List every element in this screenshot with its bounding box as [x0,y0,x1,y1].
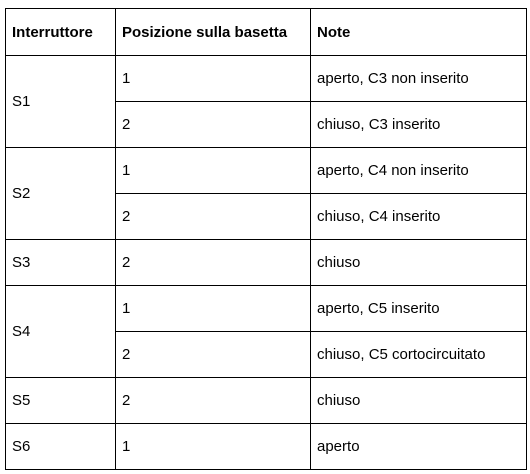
table-row: S1 1 aperto, C3 non inserito [5,55,527,148]
switch-cell: S6 [5,423,116,470]
position-cell: 1 [115,55,311,102]
position-cell: 2 [115,239,311,286]
position-cell: 1 [115,285,311,332]
switch-cell: S1 [5,55,116,148]
table-row: 2 chiuso, C5 cortocircuitato [6,331,527,378]
table-row: S3 2 chiuso [5,239,527,286]
switch-position-table: Interruttore Posizione sulla basetta Not… [5,8,527,470]
note-cell: chiuso [310,377,527,424]
switch-cell: S2 [5,147,116,240]
header-position: Posizione sulla basetta [115,8,311,56]
note-cell: aperto, C5 inserito [310,285,527,332]
position-cell: 1 [115,147,311,194]
position-cell: 2 [115,331,311,378]
table-row: S6 1 aperto [5,423,527,470]
header-switch: Interruttore [5,8,116,56]
note-cell: aperto, C4 non inserito [310,147,527,194]
note-cell: aperto [310,423,527,470]
note-cell: aperto, C3 non inserito [310,55,527,102]
switch-cell: S5 [5,377,116,424]
table-row: 2 chiuso, C3 inserito [6,101,527,148]
switch-cell: S3 [5,239,116,286]
table-row: S5 2 chiuso [5,377,527,424]
position-cell: 2 [115,101,311,148]
table-row: S4 1 aperto, C5 inserito [5,285,527,378]
position-cell: 1 [115,423,311,470]
position-cell: 2 [115,377,311,424]
note-cell: chiuso [310,239,527,286]
table-row: 2 chiuso, C4 inserito [6,193,527,240]
note-cell: chiuso, C3 inserito [310,101,527,148]
header-row: Interruttore Posizione sulla basetta Not… [5,8,527,56]
header-note: Note [310,8,527,56]
table-row: S2 1 aperto, C4 non inserito [5,147,527,240]
position-cell: 2 [115,193,311,240]
note-cell: chiuso, C4 inserito [310,193,527,240]
switch-cell: S4 [5,285,116,378]
note-cell: chiuso, C5 cortocircuitato [310,331,527,378]
